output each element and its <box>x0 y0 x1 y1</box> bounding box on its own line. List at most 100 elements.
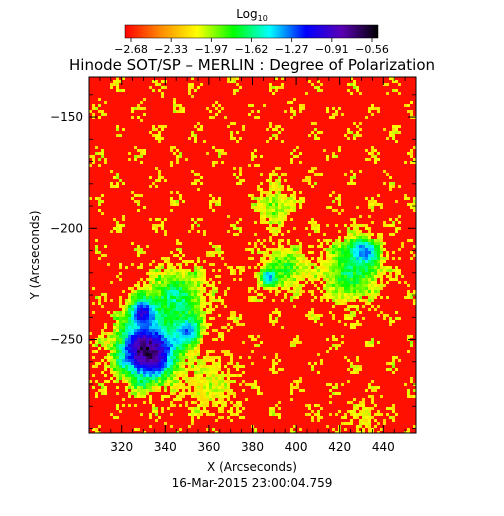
heatmap-cell <box>326 284 329 287</box>
heatmap-cell <box>143 317 146 320</box>
heatmap-cell <box>299 428 302 431</box>
heatmap-cell <box>167 395 170 398</box>
heatmap-cell <box>182 326 185 329</box>
heatmap-cell <box>179 353 182 356</box>
heatmap-cell <box>242 125 245 128</box>
heatmap-cell <box>302 269 305 272</box>
heatmap-cell <box>101 341 104 344</box>
heatmap-cell <box>293 98 296 101</box>
heatmap-cell <box>215 392 218 395</box>
heatmap-cell <box>176 347 179 350</box>
heatmap-cell <box>200 125 203 128</box>
heatmap-cell <box>215 371 218 374</box>
heatmap-cell <box>179 398 182 401</box>
heatmap-cell <box>335 290 338 293</box>
heatmap-cell <box>296 335 299 338</box>
heatmap-cell <box>116 338 119 341</box>
heatmap-cell <box>164 374 167 377</box>
heatmap-cell <box>269 290 272 293</box>
heatmap-cell <box>110 182 113 185</box>
heatmap-cell <box>305 92 308 95</box>
heatmap-cell <box>413 395 416 398</box>
heatmap-cell <box>164 365 167 368</box>
heatmap-cell <box>101 293 104 296</box>
heatmap-cell <box>143 383 146 386</box>
heatmap-cell <box>194 320 197 323</box>
heatmap-cell <box>212 389 215 392</box>
heatmap-cell <box>383 182 386 185</box>
heatmap-cell <box>173 308 176 311</box>
heatmap-cell <box>110 371 113 374</box>
heatmap-cell <box>140 332 143 335</box>
heatmap-cell <box>188 392 191 395</box>
heatmap-cell <box>170 293 173 296</box>
heatmap-cell <box>371 278 374 281</box>
heatmap-cell <box>401 245 404 248</box>
heatmap-cell <box>125 302 128 305</box>
heatmap-cell <box>371 407 374 410</box>
heatmap-cell <box>398 272 401 275</box>
heatmap-cell <box>230 374 233 377</box>
heatmap-cell <box>278 176 281 179</box>
heatmap-cell <box>161 344 164 347</box>
heatmap-cell <box>350 278 353 281</box>
heatmap-cell <box>263 263 266 266</box>
heatmap-cell <box>209 368 212 371</box>
heatmap-cell <box>251 299 254 302</box>
heatmap-cell <box>119 353 122 356</box>
heatmap-cell <box>170 317 173 320</box>
heatmap-cell <box>197 338 200 341</box>
heatmap-cell <box>200 365 203 368</box>
heatmap-cell <box>146 371 149 374</box>
heatmap-cell <box>320 269 323 272</box>
heatmap-cell <box>362 272 365 275</box>
heatmap-cell <box>107 380 110 383</box>
heatmap-cell <box>164 317 167 320</box>
heatmap-cell <box>140 365 143 368</box>
heatmap-cell <box>371 344 374 347</box>
heatmap-cell <box>137 314 140 317</box>
heatmap-cell <box>347 227 350 230</box>
heatmap-cell <box>188 383 191 386</box>
heatmap-cell <box>134 323 137 326</box>
heatmap-cell <box>380 296 383 299</box>
heatmap-cell <box>332 290 335 293</box>
heatmap-cell <box>371 290 374 293</box>
heatmap-cell <box>320 89 323 92</box>
heatmap-cell <box>170 404 173 407</box>
heatmap-cell <box>338 251 341 254</box>
heatmap-cell <box>122 341 125 344</box>
heatmap-cell <box>362 401 365 404</box>
heatmap-cell <box>185 401 188 404</box>
heatmap-cell <box>170 164 173 167</box>
heatmap-cell <box>296 146 299 149</box>
heatmap-cell <box>410 155 413 158</box>
heatmap-cell <box>128 293 131 296</box>
heatmap-cell <box>185 371 188 374</box>
heatmap-cell <box>359 254 362 257</box>
heatmap-cell <box>161 287 164 290</box>
heatmap-cell <box>128 335 131 338</box>
heatmap-cell <box>161 338 164 341</box>
heatmap-cell <box>170 368 173 371</box>
heatmap-cell <box>218 365 221 368</box>
heatmap-cell <box>200 308 203 311</box>
heatmap-cell <box>413 389 416 392</box>
heatmap-cell <box>185 344 188 347</box>
heatmap-cell <box>269 410 272 413</box>
heatmap-cell <box>161 278 164 281</box>
heatmap-cell <box>215 374 218 377</box>
heatmap-cell <box>278 401 281 404</box>
heatmap-cell <box>137 116 140 119</box>
heatmap-cell <box>362 260 365 263</box>
heatmap-cell <box>104 332 107 335</box>
heatmap-cell <box>299 290 302 293</box>
heatmap-cell <box>293 155 296 158</box>
heatmap-cell <box>113 356 116 359</box>
heatmap-cell <box>179 344 182 347</box>
heatmap-cell <box>290 203 293 206</box>
heatmap-cell <box>161 314 164 317</box>
heatmap-cell <box>128 347 131 350</box>
heatmap-cell <box>329 413 332 416</box>
heatmap-cell <box>254 209 257 212</box>
